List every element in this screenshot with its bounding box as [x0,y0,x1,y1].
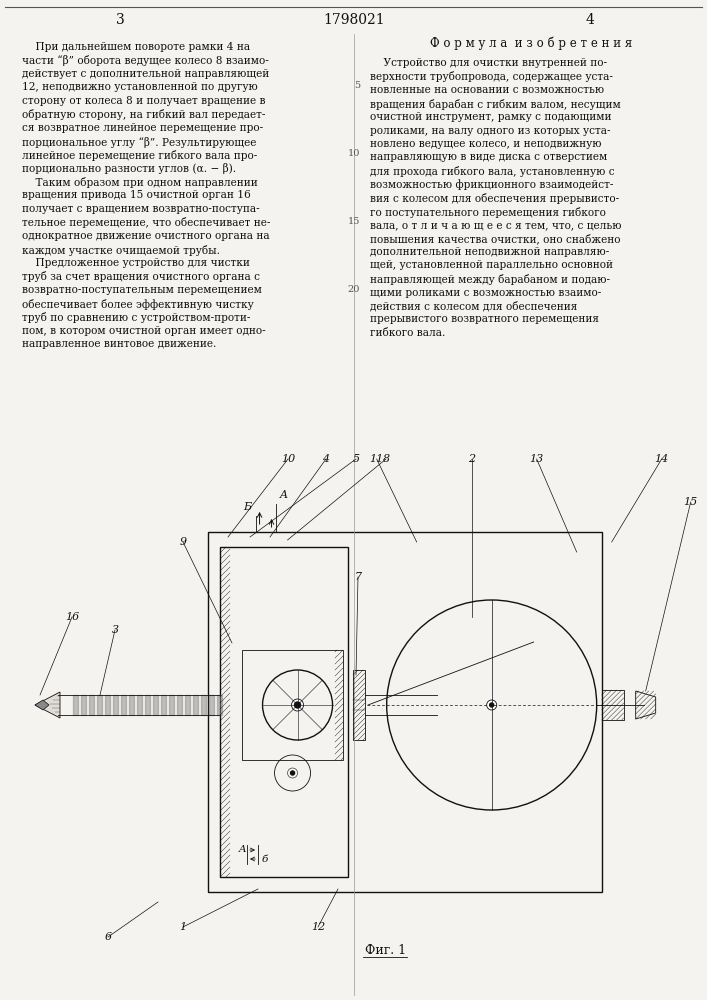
Text: 11: 11 [370,454,384,464]
Text: обеспечивает более эффективную чистку: обеспечивает более эффективную чистку [22,298,254,310]
Text: 16: 16 [65,612,79,622]
Text: Предложенное устройство для чистки: Предложенное устройство для чистки [22,258,250,268]
Circle shape [295,702,300,708]
Text: При дальнейшем повороте рамки 4 на: При дальнейшем повороте рамки 4 на [22,42,250,52]
Text: A: A [238,846,246,854]
Text: 15: 15 [348,217,360,226]
Text: возвратно-поступательным перемещением: возвратно-поступательным перемещением [22,285,262,295]
Text: го поступательного перемещения гибкого: го поступательного перемещения гибкого [370,207,606,218]
Text: 20: 20 [348,284,360,294]
Text: действия с колесом для обеспечения: действия с колесом для обеспечения [370,301,578,312]
Text: б: б [262,854,269,863]
Text: 10: 10 [348,148,360,157]
Text: 7: 7 [354,572,361,582]
Text: прерывистого возвратного перемещения: прерывистого возвратного перемещения [370,314,599,324]
Text: новленные на основании с возможностью: новленные на основании с возможностью [370,85,604,95]
Text: щими роликами с возможностью взаимо-: щими роликами с возможностью взаимо- [370,288,601,298]
Text: 2: 2 [468,454,475,464]
Text: обратную сторону, на гибкий вал передает-: обратную сторону, на гибкий вал передает… [22,109,265,120]
Text: 4: 4 [322,454,329,464]
Text: труб за счет вращения очистного органа с: труб за счет вращения очистного органа с [22,271,260,282]
Text: гибкого вала.: гибкого вала. [370,328,445,338]
Circle shape [291,771,295,775]
Polygon shape [35,700,49,710]
Text: 3: 3 [116,13,124,27]
Text: A: A [279,490,288,500]
Text: щей, установленной параллельно основной: щей, установленной параллельно основной [370,260,613,270]
Text: вия с колесом для обеспечения прерывисто-: вия с колесом для обеспечения прерывисто… [370,193,619,204]
Text: Устройство для очистки внутренней по-: Устройство для очистки внутренней по- [370,58,607,68]
Text: ся возвратное линейное перемещение про-: ся возвратное линейное перемещение про- [22,123,263,133]
Text: направляющей между барабаном и подаю-: направляющей между барабаном и подаю- [370,274,610,285]
Text: дополнительной неподвижной направляю-: дополнительной неподвижной направляю- [370,247,609,257]
Text: 8: 8 [382,454,390,464]
Text: Ф о р м у л а  и з о б р е т е н и я: Ф о р м у л а и з о б р е т е н и я [430,37,632,50]
Text: 4: 4 [585,13,595,27]
Bar [208,532,602,892]
Text: повышения качества очистки, оно снабжено: повышения качества очистки, оно снабжено [370,233,621,244]
Text: Таким образом при одном направлении: Таким образом при одном направлении [22,177,258,188]
Text: тельное перемещение, что обеспечивает не-: тельное перемещение, что обеспечивает не… [22,218,270,229]
Text: 1: 1 [180,922,187,932]
Text: новлено ведущее колесо, и неподвижную: новлено ведущее колесо, и неподвижную [370,139,602,149]
Text: 3: 3 [112,625,119,635]
Text: очистной инструмент, рамку с подающими: очистной инструмент, рамку с подающими [370,112,612,122]
Text: сторону от колеса 8 и получает вращение в: сторону от колеса 8 и получает вращение … [22,96,266,106]
Text: 12, неподвижно установленной по другую: 12, неподвижно установленной по другую [22,83,258,93]
Text: линейное перемещение гибкого вала про-: линейное перемещение гибкого вала про- [22,150,257,161]
Text: 15: 15 [684,497,698,507]
Text: направляющую в виде диска с отверстием: направляющую в виде диска с отверстием [370,152,607,162]
Text: 13: 13 [530,454,544,464]
Text: для прохода гибкого вала, установленную с: для прохода гибкого вала, установленную … [370,166,614,177]
Circle shape [490,703,493,707]
Text: однократное движение очистного органа на: однократное движение очистного органа на [22,231,269,241]
Text: вращения барабан с гибким валом, несущим: вращения барабан с гибким валом, несущим [370,99,621,109]
Text: Б: Б [243,502,252,512]
Text: роликами, на валу одного из которых уста-: роликами, на валу одного из которых уста… [370,125,611,135]
Bar [242,650,343,760]
Circle shape [291,699,303,711]
Bar [353,670,365,740]
Text: направленное винтовое движение.: направленное винтовое движение. [22,339,216,349]
Polygon shape [35,692,60,718]
Text: части “β” оборота ведущее колесо 8 взаимо-: части “β” оборота ведущее колесо 8 взаим… [22,55,269,66]
Text: порционально разности углов (α. − β).: порционально разности углов (α. − β). [22,163,236,174]
Text: Фиг. 1: Фиг. 1 [365,944,406,956]
Text: 1798021: 1798021 [323,13,385,27]
Text: пом, в котором очистной орган имеет одно-: пом, в котором очистной орган имеет одно… [22,326,266,336]
Text: 5: 5 [352,454,360,464]
Text: 14: 14 [655,454,669,464]
Text: 6: 6 [105,932,112,942]
Text: 12: 12 [311,922,325,932]
Text: получает с вращением возвратно-поступа-: получает с вращением возвратно-поступа- [22,204,259,214]
Text: вала, о т л и ч а ю щ е е с я тем, что, с целью: вала, о т л и ч а ю щ е е с я тем, что, … [370,220,621,230]
Text: вращения привода 15 очистной орган 16: вращения привода 15 очистной орган 16 [22,190,251,200]
Bar [220,547,348,877]
Text: 5: 5 [354,81,360,90]
Text: действует с дополнительной направляющей: действует с дополнительной направляющей [22,69,269,79]
Text: верхности трубопровода, содержащее уста-: верхности трубопровода, содержащее уста- [370,72,613,83]
Text: 9: 9 [180,537,187,547]
Text: 10: 10 [281,454,295,464]
Bar [602,690,624,720]
Text: каждом участке очищаемой трубы.: каждом участке очищаемой трубы. [22,244,220,255]
Text: труб по сравнению с устройством-проти-: труб по сравнению с устройством-проти- [22,312,250,323]
Text: возможностью фрикционного взаимодейст-: возможностью фрикционного взаимодейст- [370,180,614,190]
Circle shape [486,700,497,710]
Text: порциональное углу “β”. Результирующее: порциональное углу “β”. Результирующее [22,136,257,147]
